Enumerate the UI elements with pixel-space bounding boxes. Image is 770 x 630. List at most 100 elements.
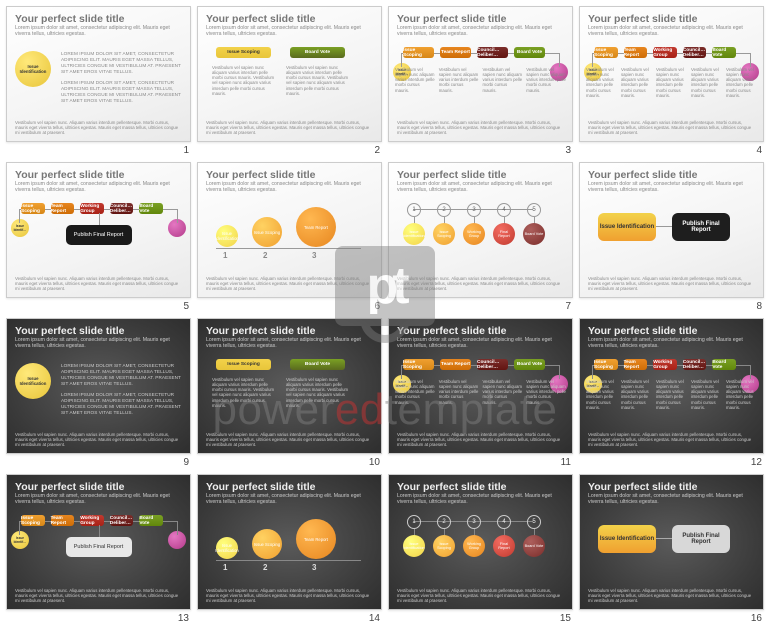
slide-cell-10[interactable]: Your perfect slide title Lorem ipsum dol… — [197, 318, 382, 468]
pill-issue-scoping: Issue Scoping — [216, 359, 271, 370]
pill-council_deliberation: Council… Deliber… — [683, 47, 707, 58]
col-lorem-b: Vestibulum vel sapien nunc aliquam variu… — [286, 65, 352, 96]
slide-title: Your perfect slide title — [397, 169, 564, 181]
slide-subtitle: Lorem ipsum dolor sit amet, consectetur … — [206, 338, 373, 350]
footer-lorem: Vestibulum vel sapien nunc. Aliquam vari… — [206, 276, 373, 291]
fill-circle-2: Issue Scoping — [433, 535, 455, 557]
slide-number: 14 — [369, 613, 380, 624]
slide-16: Your perfect slide title Lorem ipsum dol… — [579, 474, 764, 610]
slide-subtitle: Lorem ipsum dolor sit amet, consectetur … — [397, 494, 564, 506]
slide-subtitle: Lorem ipsum dolor sit amet, consectetur … — [588, 26, 755, 38]
slide-cell-11[interactable]: Your perfect slide title Lorem ipsum dol… — [388, 318, 573, 468]
slide-cell-8[interactable]: Your perfect slide title Lorem ipsum dol… — [579, 162, 764, 312]
ring-2: 2 — [437, 515, 451, 529]
slide-title: Your perfect slide title — [397, 481, 564, 493]
slide-cell-13[interactable]: Your perfect slide title Lorem ipsum dol… — [6, 474, 191, 624]
fill-circle-5: Board Vote — [523, 223, 545, 245]
footer-lorem: Vestibulum vel sapien nunc. Aliquam vari… — [588, 588, 755, 603]
slide-cell-3[interactable]: Your perfect slide title Lorem ipsum dol… — [388, 6, 573, 156]
pill-working_group: Working Group — [653, 47, 677, 58]
col-lorem-b: Vestibulum vel sapien nunc aliquam variu… — [286, 377, 352, 408]
pill-working_group: Working Group — [80, 515, 104, 526]
grow-num-1: 1 — [223, 563, 227, 572]
slide-cell-7[interactable]: Your perfect slide title Lorem ipsum dol… — [388, 162, 573, 312]
pill-team_report: Team Report — [51, 203, 75, 214]
connector — [656, 538, 672, 539]
slide-title: Your perfect slide title — [206, 169, 373, 181]
slide-7: Your perfect slide title Lorem ipsum dol… — [388, 162, 573, 298]
slide-title: Your perfect slide title — [206, 325, 373, 337]
fill-circle-1: Issue Identification — [403, 535, 425, 557]
ring-5: 5 — [527, 203, 541, 217]
publish-box: Publish Final Report — [66, 537, 132, 557]
grow-circle-1: Issue Identification — [216, 225, 238, 247]
slide-8: Your perfect slide title Lorem ipsum dol… — [579, 162, 764, 298]
footer-lorem: Vestibulum vel sapien nunc. Aliquam vari… — [15, 432, 182, 447]
slide-6: Your perfect slide title Lorem ipsum dol… — [197, 162, 382, 298]
slide-cell-14[interactable]: Your perfect slide title Lorem ipsum dol… — [197, 474, 382, 624]
slide-cell-4[interactable]: Your perfect slide title Lorem ipsum dol… — [579, 6, 764, 156]
slide-number: 8 — [756, 301, 762, 312]
pill-team_report: Team Report — [51, 515, 75, 526]
slide-subtitle: Lorem ipsum dolor sit amet, consectetur … — [206, 26, 373, 38]
slide-cell-5[interactable]: Your perfect slide title Lorem ipsum dol… — [6, 162, 191, 312]
slide-number: 12 — [751, 457, 762, 468]
slide-title: Your perfect slide title — [15, 325, 182, 337]
slide-cell-16[interactable]: Your perfect slide title Lorem ipsum dol… — [579, 474, 764, 624]
ring-4: 4 — [497, 515, 511, 529]
slide-cell-2[interactable]: Your perfect slide title Lorem ipsum dol… — [197, 6, 382, 156]
slide-subtitle: Lorem ipsum dolor sit amet, consectetur … — [588, 494, 755, 506]
box-issue-id: Issue Identification — [598, 213, 656, 241]
footer-lorem: Vestibulum vel sapien nunc. Aliquam vari… — [15, 120, 182, 135]
slide-cell-15[interactable]: Your perfect slide title Lorem ipsum dol… — [388, 474, 573, 624]
slide-subtitle: Lorem ipsum dolor sit amet, consectetur … — [15, 26, 182, 38]
pill-board_vote: Board Vote — [139, 203, 163, 214]
footer-lorem: Vestibulum vel sapien nunc. Aliquam vari… — [397, 432, 564, 447]
row-lorem: Vestibulum vel sapien nunc aliquam variu… — [395, 379, 566, 405]
footer-lorem: Vestibulum vel sapien nunc. Aliquam vari… — [15, 276, 182, 291]
col-lorem-a: Vestibulum vel sapien nunc aliquam variu… — [212, 65, 278, 96]
slide-number: 1 — [183, 145, 189, 156]
footer-lorem: Vestibulum vel sapien nunc. Aliquam vari… — [588, 432, 755, 447]
slide-subtitle: Lorem ipsum dolor sit amet, consectetur … — [15, 182, 182, 194]
slide-2: Your perfect slide title Lorem ipsum dol… — [197, 6, 382, 142]
slide-4: Your perfect slide title Lorem ipsum dol… — [579, 6, 764, 142]
footer-lorem: Vestibulum vel sapien nunc. Aliquam vari… — [397, 120, 564, 135]
slide-title: Your perfect slide title — [588, 325, 755, 337]
slide-title: Your perfect slide title — [206, 481, 373, 493]
footer-lorem: Vestibulum vel sapien nunc. Aliquam vari… — [397, 276, 564, 291]
slide-title: Your perfect slide title — [206, 13, 373, 25]
slide-5: Your perfect slide title Lorem ipsum dol… — [6, 162, 191, 298]
footer-lorem: Vestibulum vel sapien nunc. Aliquam vari… — [397, 588, 564, 603]
box-publish: Publish Final Report — [672, 525, 730, 553]
slide-subtitle: Lorem ipsum dolor sit amet, consectetur … — [588, 182, 755, 194]
slide-subtitle: Lorem ipsum dolor sit amet, consectetur … — [206, 182, 373, 194]
slide-cell-9[interactable]: Your perfect slide title Lorem ipsum dol… — [6, 318, 191, 468]
start-circle: Issue Identif… — [11, 219, 29, 237]
slide-cell-1[interactable]: Your perfect slide title Lorem ipsum dol… — [6, 6, 191, 156]
col-lorem-a: Vestibulum vel sapien nunc aliquam variu… — [212, 377, 278, 408]
pill-council_deliberation: Council… Deliber… — [110, 515, 134, 526]
body-lorem: LOREM IPSUM DOLOR SIT AMET, CONSECTETUR … — [61, 51, 182, 104]
connector — [656, 226, 672, 227]
slide-1: Your perfect slide title Lorem ipsum dol… — [6, 6, 191, 142]
pill-working_group: Working Group — [80, 203, 104, 214]
slide-number: 15 — [560, 613, 571, 624]
slide-subtitle: Lorem ipsum dolor sit amet, consectetur … — [15, 494, 182, 506]
pill-board-vote: Board Vote — [290, 47, 345, 58]
slide-cell-12[interactable]: Your perfect slide title Lorem ipsum dol… — [579, 318, 764, 468]
pill-issue_scoping: Issue Scoping — [21, 203, 45, 214]
pill-issue_scoping: Issue Scoping — [403, 359, 434, 370]
slide-10: Your perfect slide title Lorem ipsum dol… — [197, 318, 382, 454]
grow-num-3: 3 — [312, 251, 316, 260]
slide-title: Your perfect slide title — [588, 169, 755, 181]
slide-number: 13 — [178, 613, 189, 624]
footer-lorem: Vestibulum vel sapien nunc. Aliquam vari… — [588, 276, 755, 291]
pill-working_group: Working Group — [653, 359, 677, 370]
pill-council_deliberation: Council… Deliber… — [477, 359, 508, 370]
slide-cell-6[interactable]: Your perfect slide title Lorem ipsum dol… — [197, 162, 382, 312]
pill-board_vote: Board Vote — [712, 47, 736, 58]
fill-circle-1: Issue Identification — [403, 223, 425, 245]
fill-circle-4: Final Report — [493, 223, 515, 245]
footer-lorem: Vestibulum vel sapien nunc. Aliquam vari… — [206, 120, 373, 135]
